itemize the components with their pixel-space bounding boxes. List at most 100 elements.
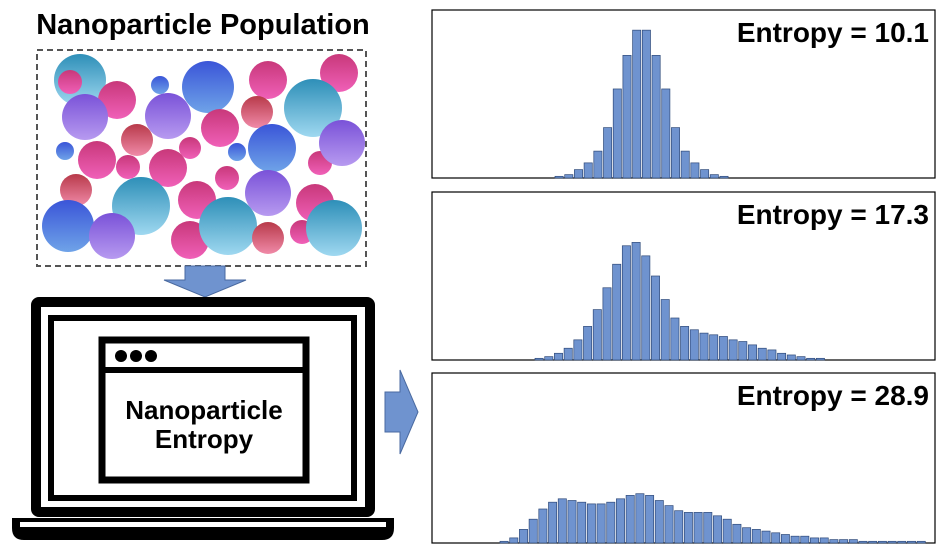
laptop-inner	[48, 315, 357, 501]
bar	[689, 329, 699, 361]
chart-title: Entropy = 28.9	[737, 380, 929, 411]
laptop-base-line	[20, 522, 386, 527]
bar	[593, 150, 603, 179]
bar	[810, 537, 819, 544]
particle	[199, 197, 257, 255]
bar	[848, 539, 858, 544]
bar	[806, 357, 816, 361]
bar	[683, 512, 693, 544]
particle	[284, 79, 342, 137]
bar	[771, 532, 781, 544]
bar	[690, 162, 700, 179]
bar	[612, 263, 622, 361]
particle	[42, 200, 94, 252]
bar	[534, 357, 544, 361]
bar	[748, 344, 757, 361]
particle	[252, 222, 284, 254]
bar	[612, 88, 622, 179]
particle	[319, 120, 365, 166]
bar	[654, 500, 664, 544]
bar	[632, 29, 642, 179]
particle	[228, 143, 246, 161]
bar	[519, 529, 528, 544]
bar	[709, 174, 719, 179]
bar	[641, 255, 651, 361]
bar	[761, 530, 771, 544]
bar	[703, 512, 713, 544]
particle	[62, 94, 108, 140]
chart-frame	[431, 9, 936, 179]
bar	[790, 535, 800, 544]
bar	[641, 29, 651, 179]
particles	[42, 54, 365, 259]
bar	[767, 349, 777, 361]
laptop-screen	[31, 297, 375, 517]
bar	[586, 503, 596, 544]
bar	[693, 512, 703, 544]
bar	[564, 174, 574, 179]
bar	[567, 500, 577, 544]
particle	[201, 109, 239, 147]
bar	[819, 537, 829, 544]
dot	[115, 350, 127, 362]
bar	[751, 529, 761, 544]
bar	[635, 493, 645, 544]
particle	[245, 170, 291, 216]
bar	[815, 357, 825, 361]
bar	[651, 275, 660, 361]
browser-window	[98, 336, 310, 484]
particle	[56, 142, 74, 160]
bar	[499, 540, 509, 544]
bar	[858, 540, 868, 544]
bar	[509, 537, 519, 544]
bar	[877, 540, 887, 544]
bar	[907, 540, 916, 544]
down-arrow	[163, 265, 247, 298]
bar	[606, 501, 616, 544]
particle	[145, 93, 191, 139]
particle	[249, 61, 287, 99]
bar	[719, 175, 729, 179]
bar	[664, 505, 674, 544]
bar	[680, 150, 690, 179]
particle	[182, 61, 234, 113]
bar	[583, 162, 593, 179]
bar	[670, 317, 680, 361]
particle	[60, 174, 92, 206]
population-box	[36, 49, 367, 267]
bar	[916, 540, 926, 544]
bar	[616, 498, 625, 544]
bar	[829, 539, 839, 544]
particle	[241, 96, 273, 128]
bar	[577, 501, 587, 544]
bar	[728, 339, 738, 361]
bar	[671, 127, 680, 179]
bar	[622, 55, 632, 179]
particle	[179, 137, 201, 159]
laptop-label: Nanoparticle	[125, 395, 283, 425]
bar	[583, 326, 593, 361]
bar	[780, 534, 790, 544]
bar	[548, 501, 558, 544]
bar	[742, 527, 752, 544]
bar	[699, 332, 709, 361]
particle	[306, 200, 362, 256]
bar	[718, 336, 728, 361]
bar	[528, 518, 538, 544]
bar	[796, 356, 806, 361]
bar	[602, 287, 612, 361]
bar	[732, 523, 742, 544]
dot	[145, 350, 157, 362]
bar	[631, 242, 641, 361]
particle	[58, 70, 82, 94]
bar	[786, 354, 796, 361]
bar	[713, 515, 722, 544]
bar	[777, 352, 787, 361]
particle	[116, 155, 140, 179]
bar	[592, 309, 602, 361]
bar	[839, 539, 849, 544]
bar	[574, 169, 583, 179]
bar	[738, 341, 748, 361]
bar	[563, 347, 573, 361]
particle	[151, 76, 169, 94]
